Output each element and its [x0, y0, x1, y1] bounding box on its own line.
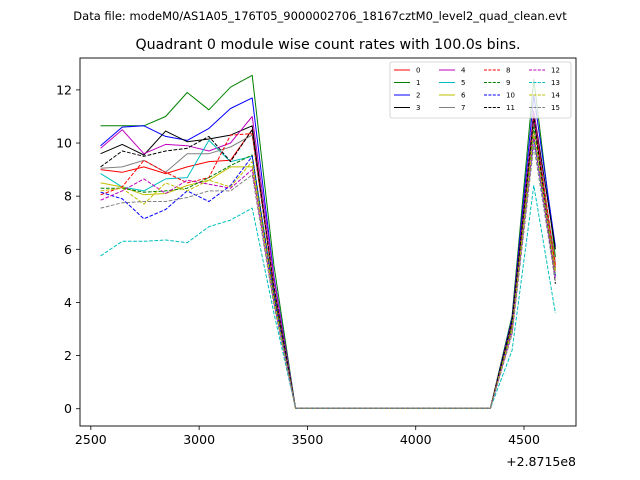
- legend-label-4: 4: [461, 67, 466, 75]
- x-tick-label: 3500: [292, 432, 324, 447]
- legend-label-10: 10: [506, 92, 515, 100]
- legend-label-15: 15: [551, 104, 560, 112]
- y-tick-label: 4: [64, 295, 72, 310]
- x-offset-label: +2.8715e8: [506, 454, 576, 469]
- x-tick-label: 4500: [508, 432, 540, 447]
- y-tick-label: 10: [56, 136, 72, 151]
- x-tick-label: 2500: [75, 432, 107, 447]
- y-tick-label: 8: [64, 189, 72, 204]
- legend-label-5: 5: [461, 79, 465, 87]
- legend-label-0: 0: [416, 67, 420, 75]
- y-tick-label: 2: [64, 348, 72, 363]
- plot-area: [80, 58, 576, 426]
- x-tick-label: 3000: [183, 432, 215, 447]
- legend-label-1: 1: [416, 79, 420, 87]
- legend-label-12: 12: [551, 67, 560, 75]
- legend-label-8: 8: [506, 67, 510, 75]
- chart-title: Quadrant 0 module wise count rates with …: [135, 37, 520, 53]
- legend-label-7: 7: [461, 104, 465, 112]
- series-line-15: [100, 145, 556, 409]
- suptitle: Data file: modeM0/AS1A05_176T05_90000027…: [73, 9, 567, 23]
- y-tick-label: 12: [56, 82, 72, 97]
- legend-label-6: 6: [461, 92, 466, 100]
- legend-label-3: 3: [416, 104, 420, 112]
- legend-label-14: 14: [551, 92, 560, 100]
- x-tick-label: 4000: [400, 432, 432, 447]
- series-layer: [100, 74, 556, 409]
- legend-label-9: 9: [506, 79, 510, 87]
- y-tick-label: 0: [64, 401, 72, 416]
- legend-frame: [389, 61, 572, 119]
- y-tick-label: 6: [64, 242, 72, 257]
- legend-label-13: 13: [551, 79, 560, 87]
- plot-frame: [79, 57, 577, 427]
- legend-label-2: 2: [416, 92, 420, 100]
- legend-label-11: 11: [506, 104, 515, 112]
